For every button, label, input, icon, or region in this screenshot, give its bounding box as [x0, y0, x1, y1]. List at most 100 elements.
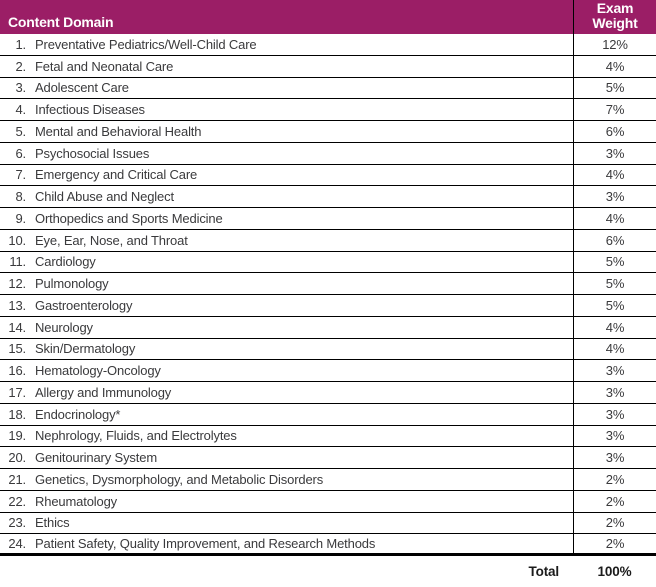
domain-label: Mental and Behavioral Health: [35, 123, 202, 139]
table-body: 1. Preventative Pediatrics/Well-Child Ca…: [0, 34, 656, 556]
domain-label: Eye, Ear, Nose, and Throat: [35, 232, 188, 248]
domain-label: Emergency and Critical Care: [35, 167, 198, 183]
row-number: 20.: [8, 450, 26, 466]
total-label: Total: [528, 564, 560, 579]
row-number: 13.: [8, 297, 26, 313]
row-number: 16.: [8, 363, 26, 379]
table-row: 21. Genetics, Dysmorphology, and Metabol…: [0, 469, 656, 491]
table-row: 1. Preventative Pediatrics/Well-Child Ca…: [0, 34, 656, 56]
weight-value: 4%: [573, 208, 656, 229]
domain-label: Genetics, Dysmorphology, and Metabolic D…: [35, 471, 324, 487]
domain-label: Adolescent Care: [35, 80, 129, 96]
weight-value: 5%: [573, 295, 656, 316]
domain-label: Patient Safety, Quality Improvement, and…: [35, 536, 376, 552]
weight-value: 3%: [573, 186, 656, 207]
row-number: 15.: [8, 341, 26, 357]
domain-label: Psychosocial Issues: [35, 145, 150, 161]
table-row: 16. Hematology-Oncology 3%: [0, 360, 656, 382]
table-row: 24. Patient Safety, Quality Improvement,…: [0, 534, 656, 556]
weight-value: 3%: [573, 382, 656, 403]
domain-label: Pulmonology: [35, 276, 109, 292]
domain-label: Preventative Pediatrics/Well-Child Care: [35, 36, 257, 52]
table-row: 15. Skin/Dermatology 4%: [0, 338, 656, 361]
row-number: 19.: [8, 428, 26, 444]
table-row: 10. Eye, Ear, Nose, and Throat 6%: [0, 229, 656, 252]
domain-label: Skin/Dermatology: [35, 341, 136, 357]
weight-value: 7%: [573, 99, 656, 120]
table-row: 5. Mental and Behavioral Health 6%: [0, 121, 656, 143]
table-header: Content Domain Exam Weight: [0, 0, 656, 34]
weight-value: 2%: [573, 534, 656, 553]
weight-value: 3%: [573, 360, 656, 381]
table-row: 8. Child Abuse and Neglect 3%: [0, 186, 656, 208]
row-number: 8.: [15, 189, 26, 205]
weight-value: 5%: [573, 251, 656, 273]
weight-value: 6%: [573, 121, 656, 142]
table-row: 3. Adolescent Care 5%: [0, 77, 656, 100]
domain-label: Nephrology, Fluids, and Electrolytes: [35, 428, 237, 444]
weight-value: 12%: [573, 34, 656, 55]
weight-value: 3%: [573, 403, 656, 425]
domain-label: Gastroenterology: [35, 297, 133, 313]
row-number: 18.: [8, 406, 26, 422]
domain-label: Hematology-Oncology: [35, 363, 161, 379]
table-row: 17. Allergy and Immunology 3%: [0, 382, 656, 404]
row-number: 23.: [8, 515, 26, 531]
header-content-domain: Content Domain: [8, 14, 114, 30]
domain-label: Child Abuse and Neglect: [35, 189, 174, 205]
table-row: 20. Genitourinary System 3%: [0, 447, 656, 469]
weight-value: 3%: [573, 142, 656, 164]
row-number: 22.: [8, 493, 26, 509]
weight-value: 3%: [573, 425, 656, 447]
row-number: 4.: [15, 102, 26, 118]
weight-value: 3%: [573, 447, 656, 468]
domain-label: Infectious Diseases: [35, 102, 145, 118]
row-number: 6.: [15, 145, 26, 161]
row-number: 14.: [8, 319, 26, 335]
domain-label: Allergy and Immunology: [35, 384, 172, 400]
table-row: 13. Gastroenterology 5%: [0, 295, 656, 317]
weight-value: 4%: [573, 338, 656, 360]
table-row: 6. Psychosocial Issues 3%: [0, 142, 656, 165]
total-row: Total 100%: [0, 556, 656, 587]
row-number: 1.: [15, 36, 26, 52]
table-row: 2. Fetal and Neonatal Care 4%: [0, 55, 656, 78]
domain-label: Rheumatology: [35, 493, 118, 509]
table-row: 14. Neurology 4%: [0, 316, 656, 339]
row-number: 3.: [15, 80, 26, 96]
domain-label: Genitourinary System: [35, 450, 157, 466]
domain-label: Orthopedics and Sports Medicine: [35, 210, 223, 226]
table-row: 12. Pulmonology 5%: [0, 273, 656, 295]
table-row: 7. Emergency and Critical Care 4%: [0, 164, 656, 187]
weight-value: 6%: [573, 229, 656, 251]
weight-value: 4%: [573, 164, 656, 186]
weight-value: 4%: [573, 316, 656, 338]
row-number: 7.: [15, 167, 26, 183]
domain-label: Fetal and Neonatal Care: [35, 58, 174, 74]
domain-label: Neurology: [35, 319, 93, 335]
domain-label: Endocrinology*: [35, 406, 121, 422]
header-exam-weight: Exam Weight: [573, 0, 656, 34]
table-row: 18. Endocrinology* 3%: [0, 403, 656, 426]
table-row: 9. Orthopedics and Sports Medicine 4%: [0, 208, 656, 230]
domain-label: Cardiology: [35, 254, 96, 270]
weight-value: 2%: [573, 512, 656, 534]
table-row: 23. Ethics 2%: [0, 512, 656, 535]
weight-value: 5%: [573, 273, 656, 294]
table-row: 4. Infectious Diseases 7%: [0, 99, 656, 121]
row-number: 17.: [8, 384, 26, 400]
weight-value: 4%: [573, 55, 656, 77]
domain-label: Ethics: [35, 515, 70, 531]
row-number: 9.: [15, 210, 26, 226]
table-row: 19. Nephrology, Fluids, and Electrolytes…: [0, 425, 656, 448]
row-number: 10.: [8, 232, 26, 248]
row-number: 11.: [9, 254, 26, 270]
weight-value: 5%: [573, 77, 656, 99]
table-row: 22. Rheumatology 2%: [0, 490, 656, 513]
weight-value: 2%: [573, 490, 656, 512]
row-number: 21.: [8, 471, 26, 487]
table-row: 11. Cardiology 5%: [0, 251, 656, 274]
total-value: 100%: [597, 564, 632, 579]
weight-value: 2%: [573, 469, 656, 490]
